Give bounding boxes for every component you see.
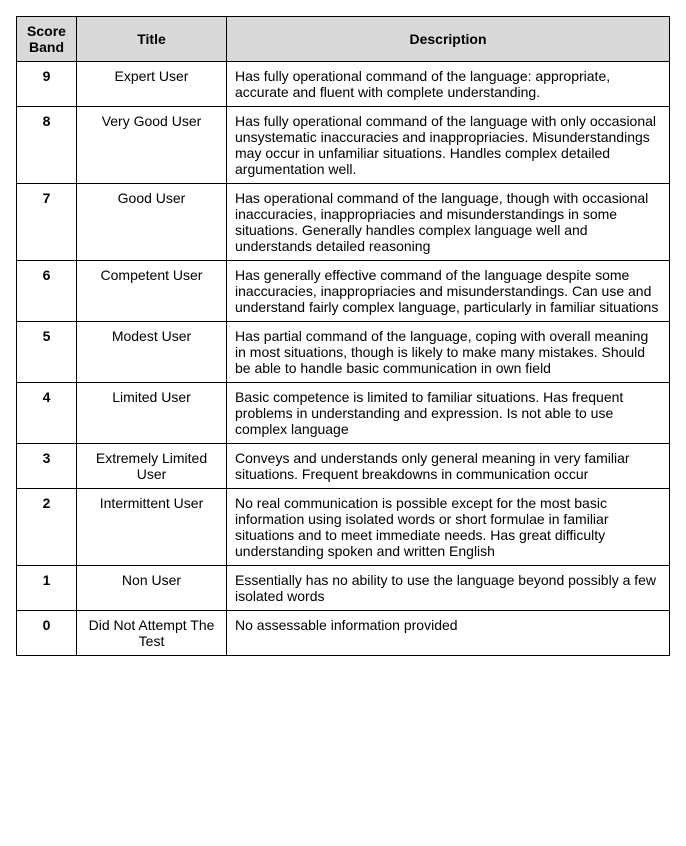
cell-description: Has partial command of the language, cop… <box>227 322 670 383</box>
table-body: 9 Expert User Has fully operational comm… <box>17 62 670 656</box>
col-header-score: Score Band <box>17 17 77 62</box>
table-row: 8 Very Good User Has fully operational c… <box>17 107 670 184</box>
cell-score: 4 <box>17 383 77 444</box>
cell-description: Basic competence is limited to familiar … <box>227 383 670 444</box>
table-row: 7 Good User Has operational command of t… <box>17 184 670 261</box>
cell-description: Has generally effective command of the l… <box>227 261 670 322</box>
score-band-table: Score Band Title Description 9 Expert Us… <box>16 16 670 656</box>
table-row: 9 Expert User Has fully operational comm… <box>17 62 670 107</box>
cell-score: 6 <box>17 261 77 322</box>
cell-description: Has operational command of the language,… <box>227 184 670 261</box>
cell-description: No assessable information provided <box>227 611 670 656</box>
cell-title: Expert User <box>77 62 227 107</box>
table-row: 5 Modest User Has partial command of the… <box>17 322 670 383</box>
cell-title: Very Good User <box>77 107 227 184</box>
cell-title: Good User <box>77 184 227 261</box>
cell-score: 1 <box>17 566 77 611</box>
cell-score: 0 <box>17 611 77 656</box>
cell-score: 3 <box>17 444 77 489</box>
cell-title: Modest User <box>77 322 227 383</box>
cell-description: Essentially has no ability to use the la… <box>227 566 670 611</box>
cell-title: Intermittent User <box>77 489 227 566</box>
cell-score: 9 <box>17 62 77 107</box>
cell-title: Competent User <box>77 261 227 322</box>
cell-title: Extremely Limited User <box>77 444 227 489</box>
cell-title: Non User <box>77 566 227 611</box>
table-row: 6 Competent User Has generally effective… <box>17 261 670 322</box>
cell-score: 2 <box>17 489 77 566</box>
table-row: 4 Limited User Basic competence is limit… <box>17 383 670 444</box>
cell-title: Did Not Attempt The Test <box>77 611 227 656</box>
table-row: 1 Non User Essentially has no ability to… <box>17 566 670 611</box>
cell-description: Conveys and understands only general mea… <box>227 444 670 489</box>
cell-description: Has fully operational command of the lan… <box>227 107 670 184</box>
cell-score: 8 <box>17 107 77 184</box>
cell-description: No real communication is possible except… <box>227 489 670 566</box>
table-row: 3 Extremely Limited User Conveys and und… <box>17 444 670 489</box>
cell-title: Limited User <box>77 383 227 444</box>
table-row: 0 Did Not Attempt The Test No assessable… <box>17 611 670 656</box>
table-row: 2 Intermittent User No real communicatio… <box>17 489 670 566</box>
cell-score: 5 <box>17 322 77 383</box>
col-header-description: Description <box>227 17 670 62</box>
cell-score: 7 <box>17 184 77 261</box>
cell-description: Has fully operational command of the lan… <box>227 62 670 107</box>
col-header-title: Title <box>77 17 227 62</box>
table-header-row: Score Band Title Description <box>17 17 670 62</box>
